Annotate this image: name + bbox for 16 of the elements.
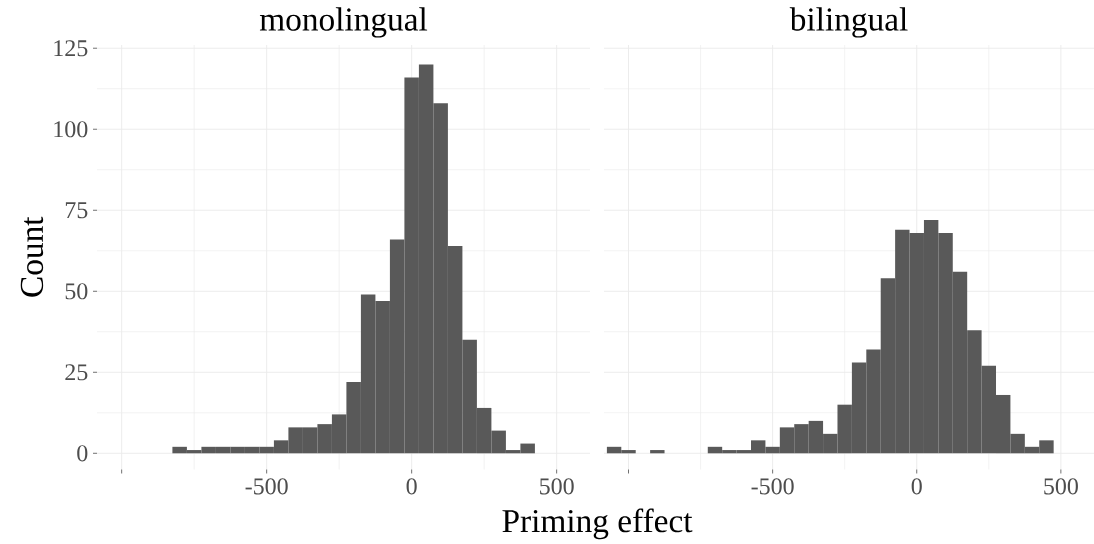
x-tick-label: 500	[1044, 478, 1078, 495]
x-tick-label: -500	[751, 478, 794, 495]
y-axis-title: Count	[20, 216, 44, 297]
y-tick-label: 75	[65, 202, 88, 219]
x-axis-title: Priming effect	[502, 508, 693, 540]
y-tick-label: 100	[54, 121, 88, 138]
chart-title: bilingual	[789, 7, 908, 38]
x-tick-label: -500	[245, 478, 288, 495]
chart-title: monolingual	[259, 7, 428, 38]
x-tick-label: 0	[406, 478, 417, 495]
y-tick-label: 50	[65, 283, 88, 300]
y-tick-label: 25	[65, 364, 88, 381]
y-tick-label: 0	[77, 445, 88, 462]
x-tick-label: 0	[911, 478, 922, 495]
x-tick-label: 500	[540, 478, 574, 495]
y-tick-label: 125	[54, 40, 88, 57]
